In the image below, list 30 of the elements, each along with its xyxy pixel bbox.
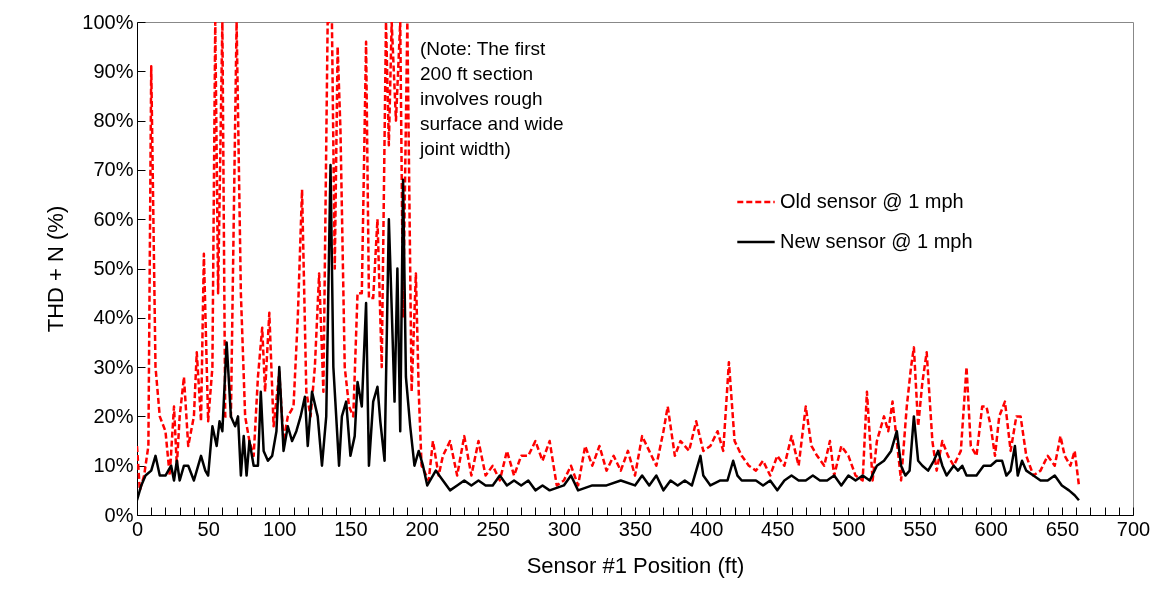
x-tick-label: 400 bbox=[689, 517, 724, 540]
x-tick-label: 100 bbox=[263, 517, 297, 540]
y-tick-label: 40% bbox=[93, 306, 134, 329]
x-tick-label: 200 bbox=[405, 517, 439, 540]
x-tick-label: 700 bbox=[1116, 517, 1151, 540]
x-tick-label: 300 bbox=[547, 517, 582, 540]
y-tick-label: 30% bbox=[93, 355, 134, 378]
y-tick-label: 70% bbox=[93, 158, 134, 181]
x-tick-label: 650 bbox=[1045, 517, 1080, 540]
legend-label: Old sensor @ 1 mph bbox=[780, 190, 964, 212]
y-tick-label: 50% bbox=[93, 257, 134, 279]
legend-label: New sensor @ 1 mph bbox=[780, 230, 973, 252]
y-tick-label: 80% bbox=[93, 109, 134, 132]
y-tick-label: 20% bbox=[93, 404, 134, 427]
y-tick-label: 10% bbox=[93, 454, 134, 477]
x-tick-label: 550 bbox=[903, 517, 937, 540]
annotation: (Note: The first 200 ft section involves rough surface and wide joint width) bbox=[419, 38, 564, 159]
x-tick-label: 50 bbox=[197, 517, 220, 540]
x-tick-label: 350 bbox=[618, 517, 653, 540]
y-tick-label: 60% bbox=[93, 207, 134, 230]
x-tick-label: 150 bbox=[334, 517, 368, 540]
y-axis-title: THD + N (%) bbox=[43, 205, 69, 333]
x-axis-title: Sensor #1 Position (ft) bbox=[526, 552, 745, 578]
y-tick-label: 100% bbox=[82, 10, 134, 33]
y-tick-label: 0% bbox=[104, 503, 134, 526]
x-tick-label: 250 bbox=[476, 517, 510, 540]
x-tick-label: 450 bbox=[761, 517, 795, 540]
x-tick-label: 600 bbox=[974, 517, 1008, 540]
y-tick-label: 90% bbox=[93, 59, 134, 82]
x-tick-label: 500 bbox=[832, 517, 866, 540]
